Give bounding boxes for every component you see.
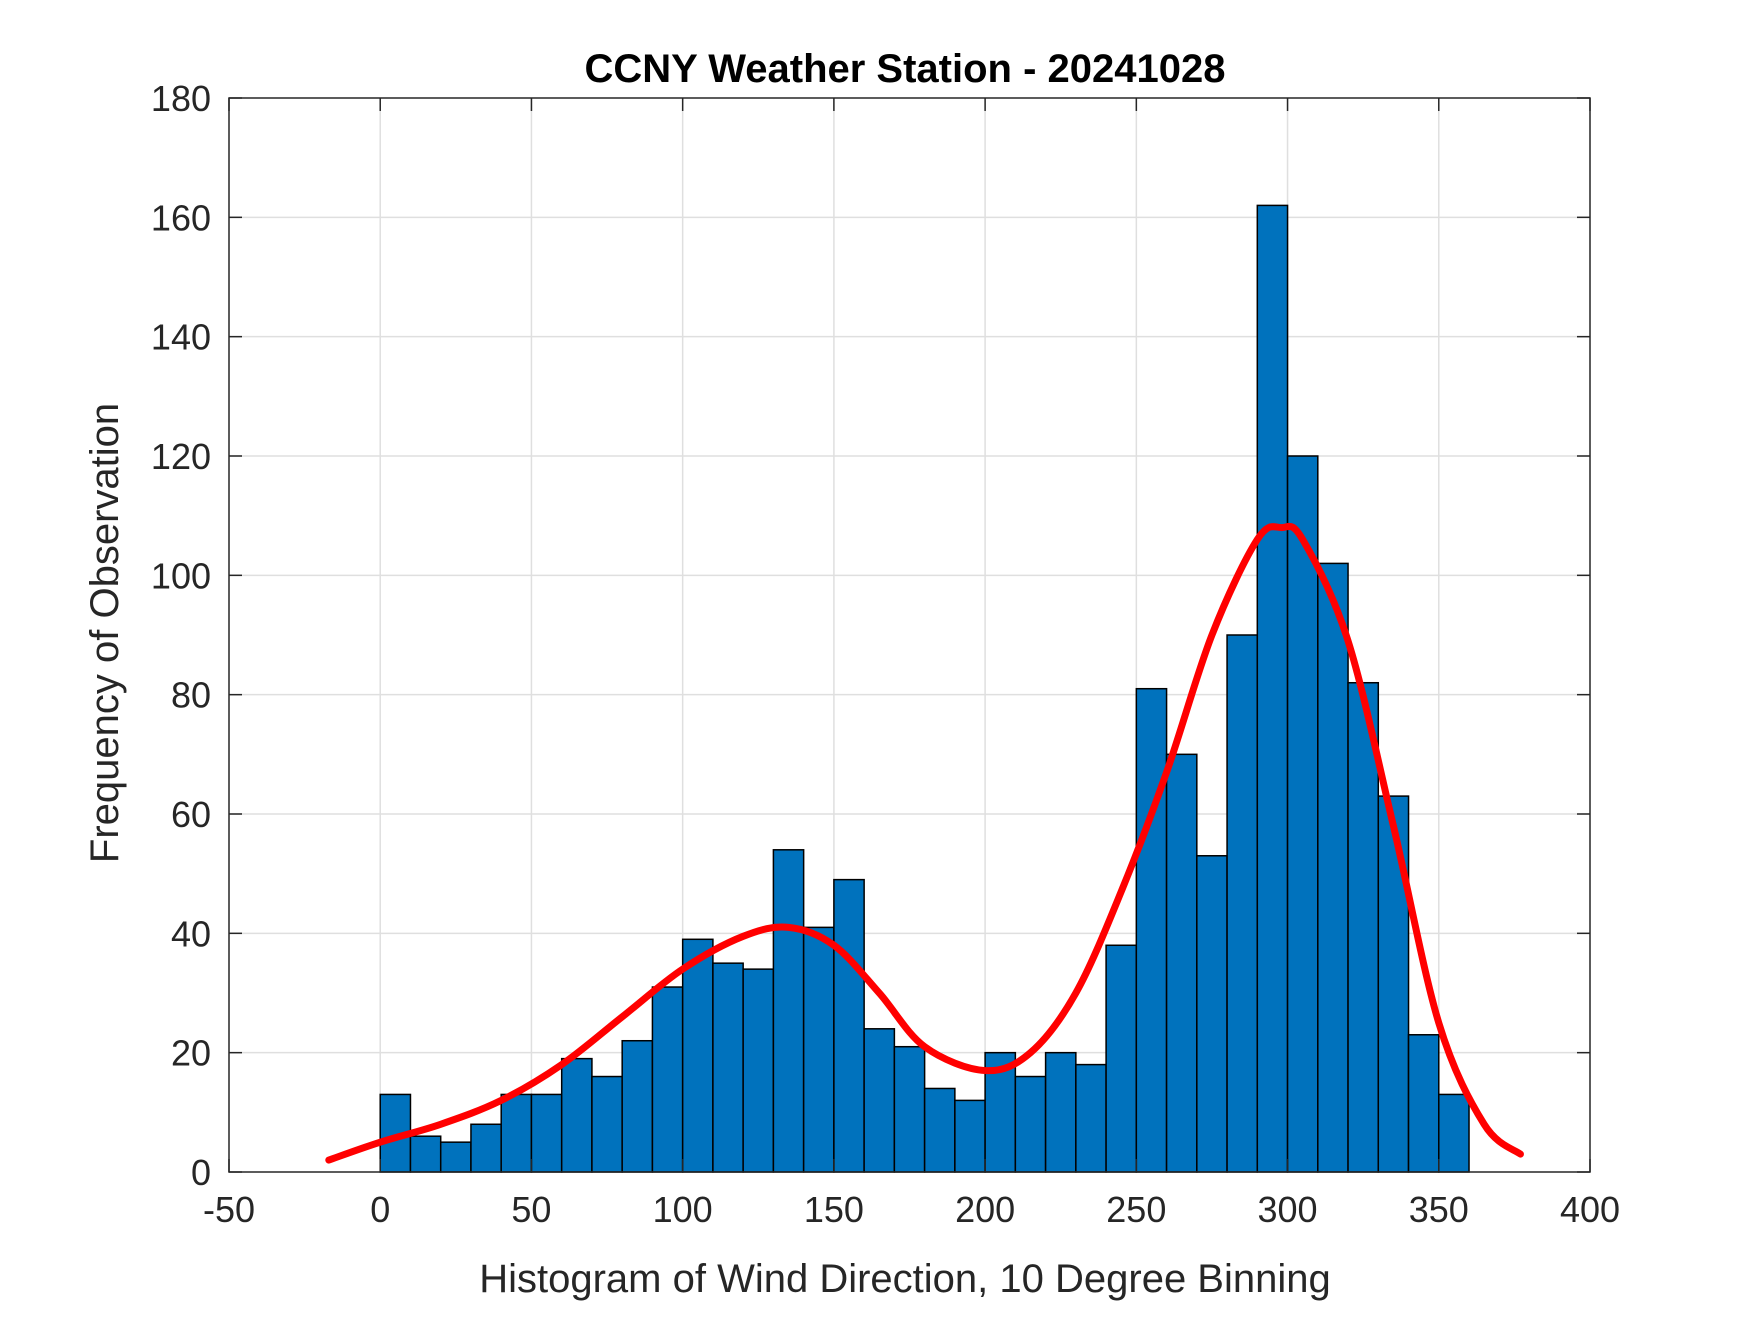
- y-tick-label: 20: [171, 1033, 211, 1074]
- histogram-bar: [439, 1141, 472, 1173]
- x-tick-label: 350: [1409, 1189, 1469, 1230]
- x-tick-label: 200: [955, 1189, 1015, 1230]
- histogram-bar: [591, 1075, 623, 1173]
- y-tick-label: 160: [151, 197, 211, 238]
- histogram-bar: [1226, 634, 1259, 1173]
- histogram-bar: [1105, 944, 1138, 1173]
- x-tick-label: 150: [804, 1189, 864, 1230]
- histogram-bar: [1377, 795, 1410, 1173]
- histogram-bar: [1196, 855, 1228, 1173]
- histogram-bar: [681, 938, 714, 1173]
- x-tick-label: 100: [653, 1189, 713, 1230]
- histogram-bar: [470, 1123, 502, 1173]
- x-axis-label: Histogram of Wind Direction, 10 Degree B…: [479, 1257, 1331, 1301]
- y-tick-label: 180: [151, 78, 211, 119]
- x-tick-label: 50: [511, 1189, 551, 1230]
- y-axis-label: Frequency of Observation: [83, 403, 127, 863]
- x-tick-label: 0: [370, 1189, 390, 1230]
- x-tick-label: 250: [1106, 1189, 1166, 1230]
- axes-box: [228, 97, 1591, 1173]
- y-tick-label: 80: [171, 675, 211, 716]
- histogram-bar: [1256, 204, 1289, 1173]
- x-tick-label: -50: [203, 1189, 255, 1230]
- histogram-bar: [802, 926, 835, 1173]
- histogram-bar: [1438, 1093, 1470, 1173]
- histogram-bar: [712, 962, 744, 1173]
- axes: [228, 97, 1591, 1173]
- y-tick-label: 0: [191, 1152, 211, 1193]
- histogram-bar: [1407, 1034, 1440, 1173]
- y-tick-label: 120: [151, 436, 211, 477]
- histogram-bar: [621, 1039, 654, 1173]
- histogram-bar: [500, 1093, 533, 1173]
- y-tick-label: 60: [171, 794, 211, 835]
- histogram-bar: [893, 1045, 926, 1173]
- histogram-bar: [833, 878, 865, 1173]
- tick-labels: -50 0 50 100 150 200 250 300 350 4000204060801001…: [151, 78, 1620, 1230]
- y-tick-label: 140: [151, 317, 211, 358]
- histogram-bar: [651, 986, 684, 1173]
- histogram-bar: [1044, 1051, 1077, 1173]
- histogram-bar: [742, 968, 775, 1173]
- histogram-bar: [1317, 562, 1349, 1173]
- y-tick-label: 40: [171, 913, 211, 954]
- histogram-bar: [1075, 1063, 1107, 1173]
- x-tick-label: 300: [1258, 1189, 1318, 1230]
- fit-curve-layer: [325, 522, 1524, 1164]
- histogram-bar: [923, 1087, 956, 1173]
- histogram-bar: [1014, 1075, 1047, 1173]
- y-tick-label: 100: [151, 555, 211, 596]
- histogram-bar: [772, 849, 805, 1173]
- histogram-bar: [560, 1057, 593, 1173]
- x-tick-label: 400: [1560, 1189, 1620, 1230]
- histogram-bar: [530, 1093, 563, 1173]
- fit-curve-line: [325, 522, 1524, 1164]
- histogram-bar: [954, 1099, 986, 1173]
- histogram-bar: [863, 1028, 896, 1173]
- histogram-bar: [1165, 753, 1198, 1173]
- histogram-bars: [379, 204, 1470, 1173]
- histogram-bar: [1135, 687, 1168, 1173]
- chart-title: CCNY Weather Station - 20241028: [585, 47, 1226, 91]
- histogram-bar: [409, 1135, 442, 1173]
